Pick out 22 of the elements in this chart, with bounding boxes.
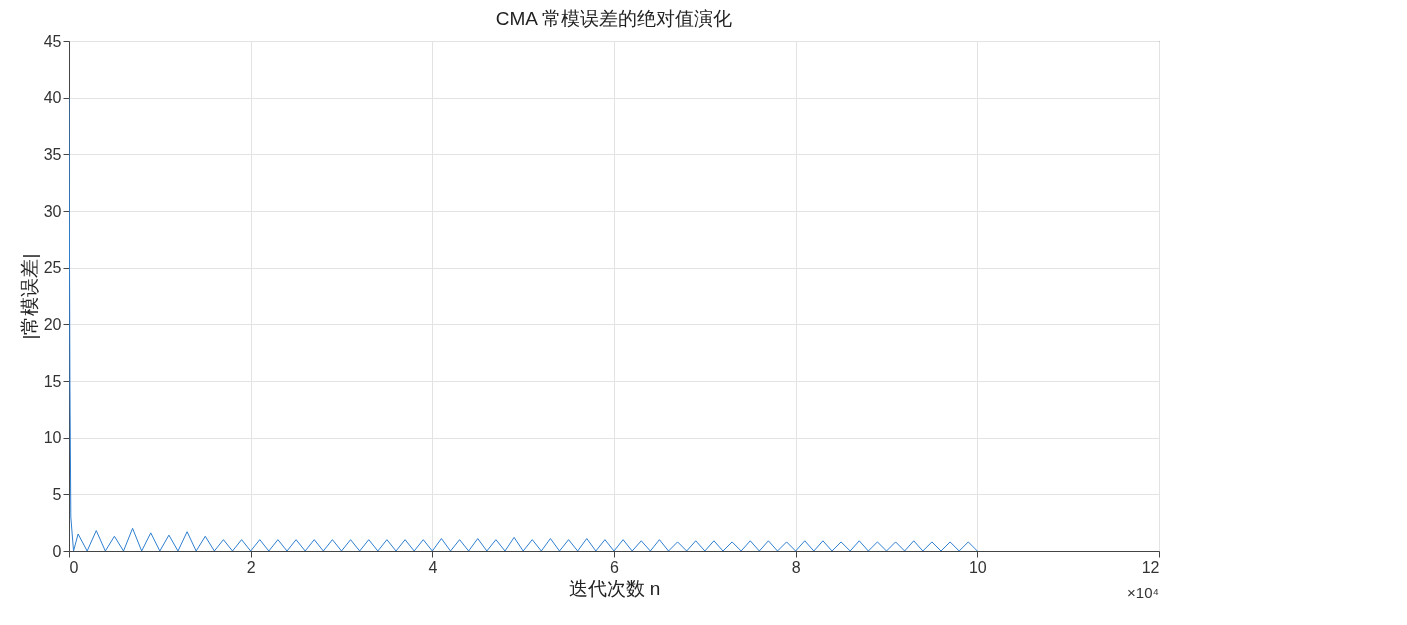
- y-tick-label: 5: [52, 485, 62, 503]
- text: ×10⁴: [1127, 584, 1159, 601]
- y-tick-label: 30: [43, 202, 62, 220]
- x-axis-title: 迭代次数 n: [568, 577, 661, 599]
- y-tick-label: 10: [43, 429, 62, 447]
- y-axis-title: |常模误差|: [18, 253, 40, 340]
- x-tick-label: 2: [246, 558, 256, 576]
- x-tick-label: 0: [69, 558, 79, 576]
- chart-title: CMA 常模误差的绝对值演化: [495, 8, 733, 29]
- y-tick-label: 0: [52, 542, 62, 560]
- x-tick-label: 10: [968, 558, 987, 576]
- y-tick-label: 20: [43, 315, 62, 333]
- x-tick-label: 4: [428, 558, 438, 576]
- x-tick-label: 8: [791, 558, 801, 576]
- x-tick-label: 6: [610, 558, 620, 576]
- line-series: [69, 97, 978, 551]
- y-tick-label: 15: [43, 372, 62, 390]
- y-tick-label: 40: [43, 89, 62, 107]
- x-tick-label: 12: [1141, 558, 1160, 576]
- y-tick-label: 35: [43, 145, 62, 163]
- y-tick-label: 25: [43, 259, 62, 277]
- y-tick-label: 45: [43, 32, 62, 50]
